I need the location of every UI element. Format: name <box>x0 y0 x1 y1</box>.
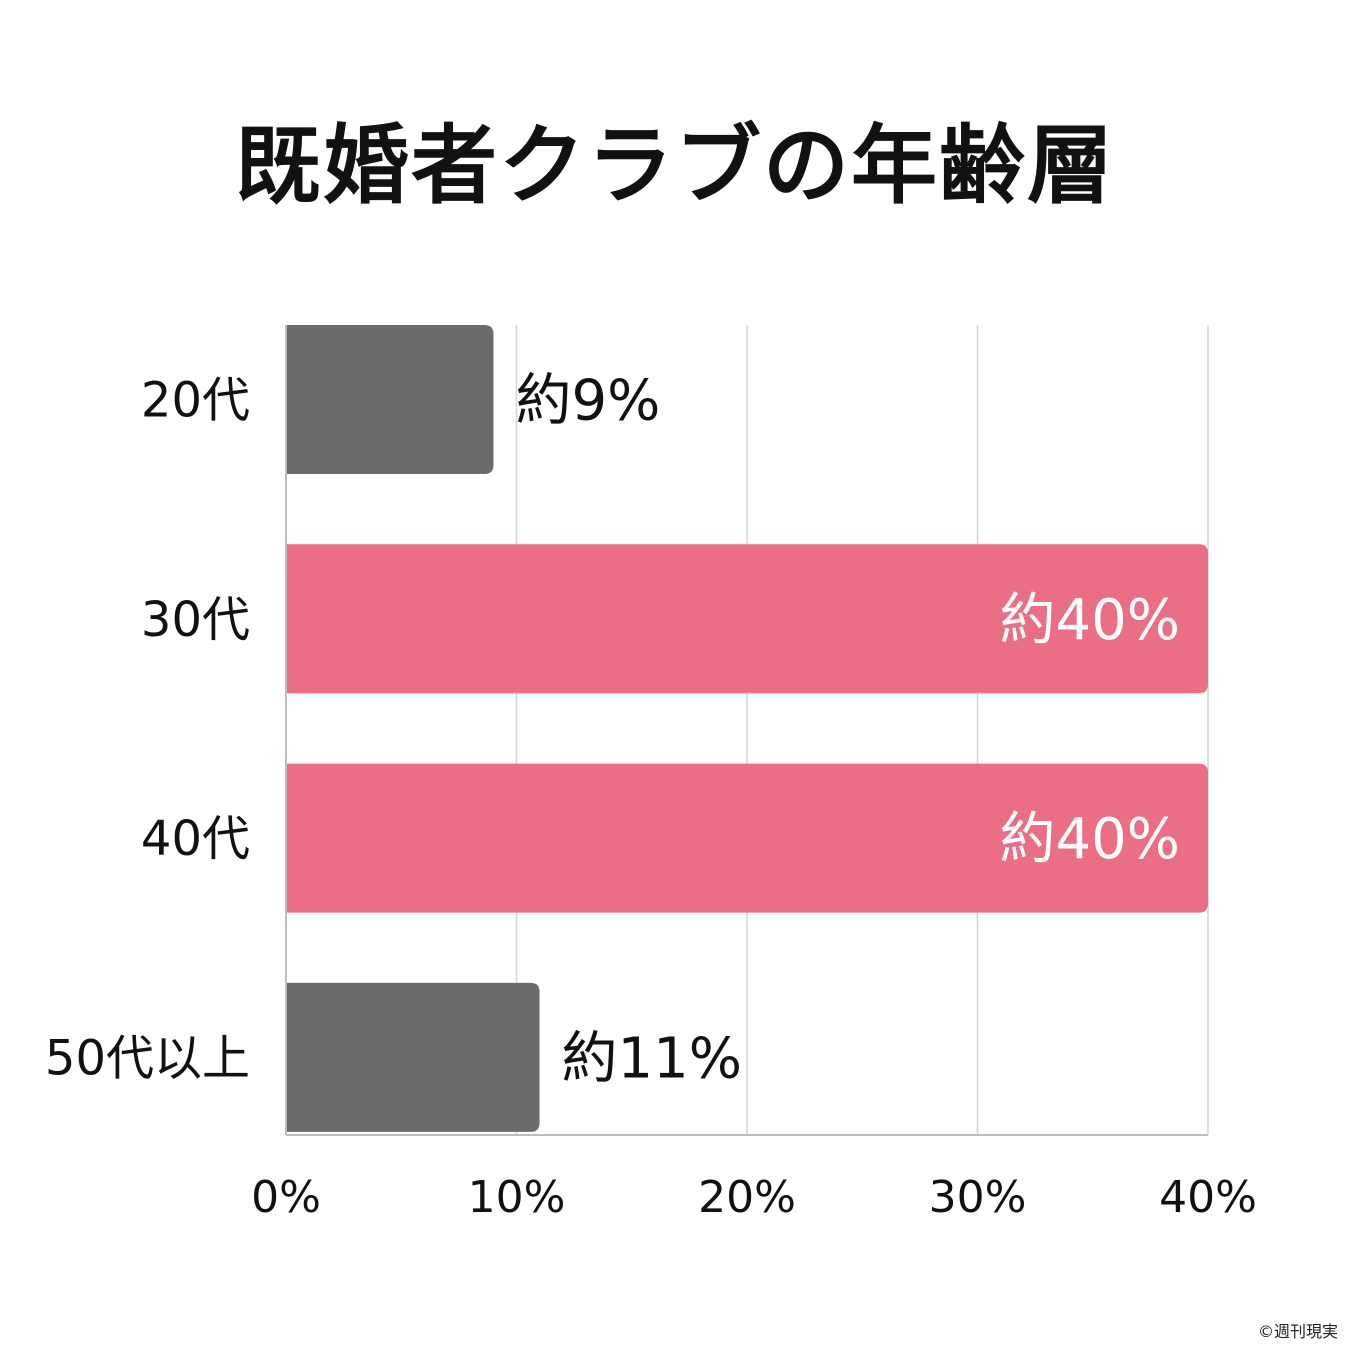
bar <box>286 763 1208 913</box>
bars <box>286 325 1208 1132</box>
category-label: 20代 <box>141 373 250 429</box>
category-label: 30代 <box>141 592 250 648</box>
axes: 0% 10% 20% 30% 40% <box>251 325 1257 1223</box>
credit-text: ©週刊現実 <box>1257 1322 1338 1341</box>
x-tick-label: 0% <box>251 1172 321 1223</box>
category-label: 50代以上 <box>45 1030 250 1086</box>
grid-lines <box>515 325 1209 1135</box>
labels: 20代 約9%30代 約40%40代 約40%50代以上 約11% <box>45 369 1180 1092</box>
x-tick-label: 40% <box>1159 1172 1257 1223</box>
x-tick-label: 30% <box>929 1172 1027 1223</box>
category-label: 40代 <box>141 811 250 867</box>
data-label: 約40% <box>1000 588 1180 653</box>
x-tick-label: 10% <box>468 1172 566 1223</box>
data-label: 約9% <box>515 369 660 434</box>
bar <box>286 982 540 1132</box>
chart-title: 既婚者クラブの年齢層 <box>235 116 1115 216</box>
data-label: 約40% <box>1000 807 1180 872</box>
x-tick-label: 20% <box>698 1172 796 1223</box>
bar <box>286 544 1208 694</box>
bar <box>286 325 494 474</box>
data-label: 約11% <box>562 1026 742 1091</box>
